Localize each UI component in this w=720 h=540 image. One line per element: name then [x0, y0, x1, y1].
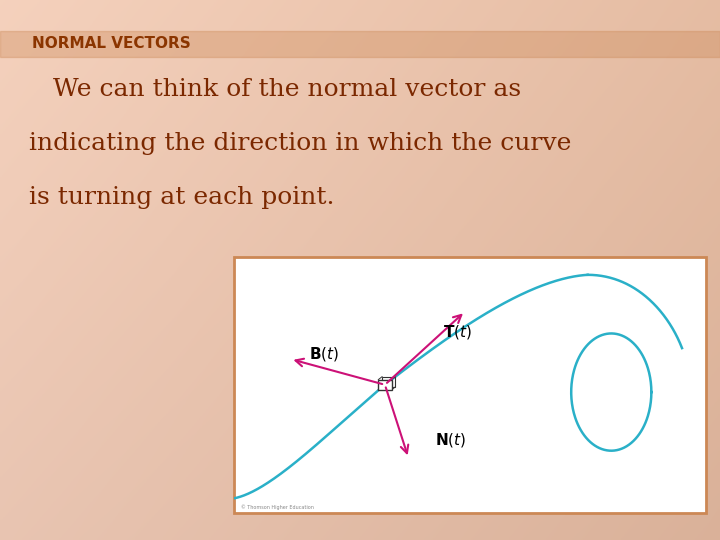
- Bar: [378, 380, 392, 390]
- Text: $\mathbf{B}(t)$: $\mathbf{B}(t)$: [309, 345, 338, 363]
- Text: NORMAL VECTORS: NORMAL VECTORS: [32, 36, 191, 51]
- Bar: [0, 31, 720, 57]
- Bar: [382, 377, 395, 387]
- Text: $\mathbf{N}(t)$: $\mathbf{N}(t)$: [436, 431, 467, 449]
- Text: © Thomson Higher Education: © Thomson Higher Education: [241, 504, 314, 510]
- Text: $\mathbf{T}(t)$: $\mathbf{T}(t)$: [443, 323, 472, 341]
- Bar: [234, 256, 706, 513]
- Text: We can think of the normal vector as: We can think of the normal vector as: [29, 78, 521, 100]
- Text: indicating the direction in which the curve: indicating the direction in which the cu…: [29, 132, 571, 154]
- Text: is turning at each point.: is turning at each point.: [29, 186, 334, 208]
